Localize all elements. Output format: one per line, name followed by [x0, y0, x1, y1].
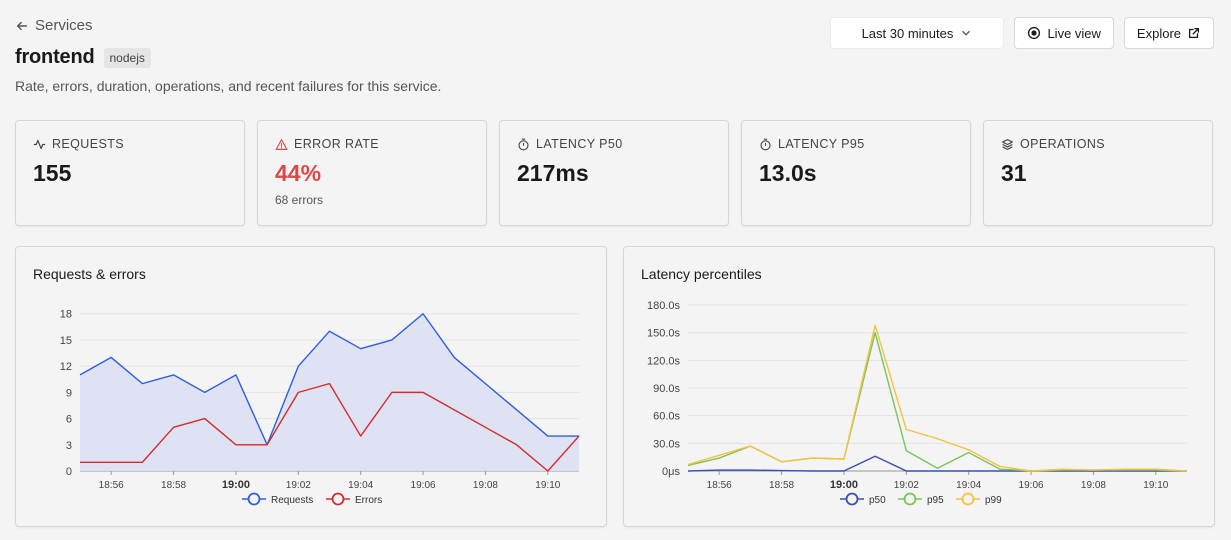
x-tick-label: 19:04 — [348, 480, 373, 491]
series-area-requests — [80, 313, 579, 471]
record-icon — [1028, 26, 1041, 40]
stat-card-requests: REQUESTS 155 — [15, 120, 245, 226]
stat-subtext: 68 errors — [275, 193, 324, 207]
runtime-tag: nodejs — [103, 47, 151, 68]
back-label: Services — [35, 17, 93, 34]
page-title: frontend — [15, 46, 95, 68]
x-tick-label: 19:00 — [222, 479, 250, 491]
x-tick-label: 19:06 — [411, 480, 436, 491]
y-tick-label: 9 — [66, 387, 72, 399]
y-tick-label: 120.0s — [647, 355, 681, 367]
legend-label-p50: p50 — [869, 495, 886, 506]
series-line-errors — [80, 382, 580, 472]
time-range-select[interactable]: Last 30 minutes — [830, 17, 1005, 49]
x-tick-label: 19:00 — [830, 479, 858, 491]
layers-icon — [1002, 138, 1013, 150]
live-view-label: Live view — [1047, 25, 1101, 41]
legend-marker-errors — [331, 492, 345, 506]
time-range-label: Last 30 minutes — [861, 25, 954, 41]
series-line-p99 — [687, 324, 1188, 472]
y-tick-label: 3 — [66, 440, 72, 452]
x-tick-label: 18:56 — [707, 480, 732, 491]
explore-button[interactable]: Explore — [1123, 17, 1214, 49]
legend-label-p99: p99 — [985, 495, 1002, 506]
stat-value: 13.0s — [759, 160, 817, 186]
stat-card-operations: OPERATIONS 31 — [983, 120, 1213, 226]
series-line-requests — [79, 313, 579, 446]
stat-card-latency-p95: LATENCY P95 13.0s — [741, 120, 971, 226]
y-tick-label: 180.0s — [647, 300, 681, 312]
y-tick-label: 0μs — [662, 466, 680, 478]
y-tick-label: 150.0s — [647, 328, 681, 340]
x-tick-label: 19:10 — [535, 480, 560, 491]
x-tick-label: 19:02 — [286, 480, 311, 491]
y-tick-label: 30.0s — [653, 438, 680, 450]
explore-label: Explore — [1136, 25, 1181, 41]
chevron-down-icon — [962, 30, 971, 36]
series-line-p95 — [687, 331, 1188, 472]
stat-label: LATENCY P95 — [778, 137, 865, 151]
back-link[interactable]: Services — [15, 17, 93, 34]
y-tick-label: 90.0s — [653, 383, 680, 395]
stat-value: 44% — [275, 160, 322, 186]
stopwatch-icon — [760, 138, 771, 150]
panel-title: Requests & errors — [33, 266, 146, 282]
x-tick-label: 18:58 — [161, 480, 186, 491]
x-tick-label: 18:58 — [769, 480, 794, 491]
stat-label: OPERATIONS — [1020, 137, 1106, 151]
y-tick-label: 15 — [60, 335, 72, 347]
stat-value: 31 — [1001, 160, 1027, 186]
stats-row: REQUESTS 155 ERROR RATE 44% 68 errors LA… — [15, 120, 1213, 226]
latency-percentiles-chart: 0μs 30.0s 60.0s 90.0s 120.0s 150.0s 180.0s 18:5… — [647, 300, 1188, 506]
stopwatch-icon — [518, 138, 529, 150]
stat-value: 217ms — [517, 160, 589, 186]
x-tick-label: 19:08 — [473, 480, 498, 491]
stat-card-latency-p50: LATENCY P50 217ms — [499, 120, 729, 226]
arrow-left-icon — [16, 21, 28, 30]
x-tick-label: 19:02 — [894, 480, 919, 491]
y-tick-label: 12 — [60, 361, 72, 373]
legend-label-requests: Requests — [271, 495, 313, 506]
external-link-icon — [1188, 27, 1200, 39]
x-tick-label: 19:06 — [1019, 480, 1044, 491]
latency-percentiles-panel: 0μs 30.0s 60.0s 90.0s 120.0s 150.0s 180.0s 18:5… — [623, 246, 1215, 527]
toolbar: Last 30 minutes Live view Explore — [830, 17, 1214, 49]
x-tick-label: 19:04 — [956, 480, 981, 491]
warning-icon — [275, 138, 288, 150]
y-tick-label: 6 — [66, 414, 72, 426]
live-view-button[interactable]: Live view — [1014, 17, 1114, 49]
page-subtitle: Rate, errors, duration, operations, and … — [15, 78, 442, 94]
title-row: frontend nodejs — [15, 46, 151, 69]
legend-label-errors: Errors — [355, 495, 382, 506]
legend-marker-p50 — [845, 492, 859, 506]
panel-title: Latency percentiles — [641, 266, 762, 282]
y-tick-label: 0 — [66, 466, 72, 478]
stat-card-error-rate: ERROR RATE 44% 68 errors — [257, 120, 487, 226]
requests-errors-chart: 0 3 6 9 12 15 18 18:56 18:58 19:00 19:02 19:04 19:06… — [60, 309, 580, 506]
legend-marker-p95 — [903, 492, 917, 506]
legend-label-p95: p95 — [927, 495, 944, 506]
y-tick-label: 60.0s — [653, 411, 680, 423]
x-tick-label: 19:08 — [1081, 480, 1106, 491]
activity-icon — [33, 139, 46, 149]
stat-value: 155 — [33, 160, 72, 186]
legend-marker-requests — [247, 492, 261, 506]
requests-errors-panel: 0 3 6 9 12 15 18 18:56 18:58 19:00 19:02 19:04 19:06… — [15, 246, 607, 527]
stat-label: REQUESTS — [52, 137, 124, 151]
x-tick-label: 18:56 — [99, 480, 124, 491]
x-tick-label: 19:10 — [1143, 480, 1168, 491]
series-line-p50 — [687, 455, 1187, 472]
legend-marker-p99 — [961, 492, 975, 506]
stat-label: ERROR RATE — [294, 137, 380, 151]
stat-label: LATENCY P50 — [536, 137, 623, 151]
y-tick-label: 18 — [60, 309, 72, 321]
